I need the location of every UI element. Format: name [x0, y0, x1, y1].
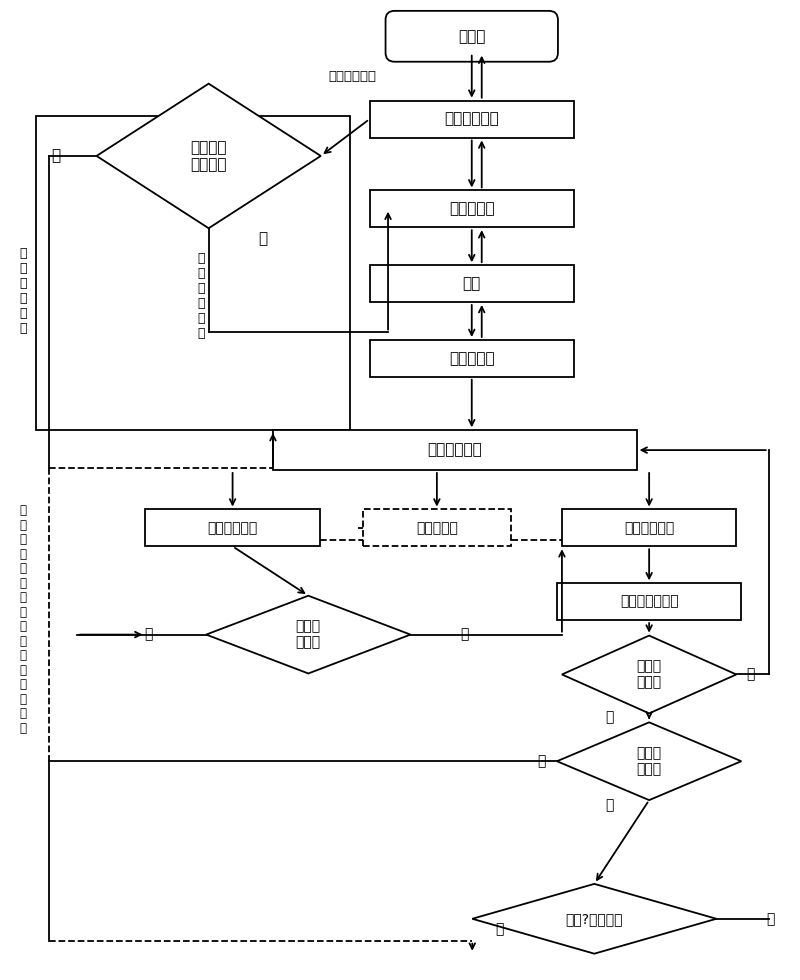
FancyBboxPatch shape [370, 101, 574, 137]
Text: 水上控制终端: 水上控制终端 [444, 112, 499, 126]
Polygon shape [206, 596, 410, 673]
Text: 否: 否 [52, 148, 61, 164]
Text: 操作者: 操作者 [458, 28, 486, 44]
Text: 延时?延时上限: 延时?延时上限 [566, 911, 623, 926]
FancyBboxPatch shape [363, 510, 510, 546]
Text: 探
测
器
旋
转
一
定
角
度
后
重
新
开
始
搜
索: 探 测 器 旋 转 一 定 角 度 后 重 新 开 始 搜 索 [20, 505, 27, 735]
Text: 否: 否 [746, 667, 755, 681]
Text: 包含有用
目标信息: 包含有用 目标信息 [190, 140, 227, 172]
Polygon shape [557, 722, 742, 800]
Text: 否: 否 [145, 627, 153, 642]
Text: 脉冲照明器: 脉冲照明器 [416, 521, 458, 535]
Text: 控制程序界面: 控制程序界面 [328, 70, 376, 82]
Text: 当前延
时结束: 当前延 时结束 [296, 619, 321, 650]
Text: 否: 否 [766, 911, 775, 926]
Text: 光缆: 光缆 [462, 276, 481, 291]
Text: 电子快门模块: 电子快门模块 [624, 521, 674, 535]
Polygon shape [472, 884, 716, 954]
Text: 静
态
工
作
模
式: 静 态 工 作 模 式 [197, 252, 205, 339]
FancyBboxPatch shape [273, 430, 637, 470]
FancyBboxPatch shape [370, 190, 574, 227]
FancyBboxPatch shape [562, 510, 736, 546]
FancyBboxPatch shape [146, 510, 320, 546]
Text: 是: 是 [605, 798, 614, 812]
Text: 动态工
作模式: 动态工 作模式 [637, 746, 662, 776]
Text: 是: 是 [258, 231, 267, 246]
Text: 是: 是 [605, 710, 614, 724]
Text: 是: 是 [495, 922, 504, 936]
Polygon shape [97, 83, 321, 228]
FancyBboxPatch shape [370, 266, 574, 302]
FancyBboxPatch shape [386, 11, 558, 62]
Text: 光电转换器: 光电转换器 [449, 201, 494, 217]
FancyBboxPatch shape [557, 583, 742, 620]
Text: 选通成像探测器: 选通成像探测器 [620, 595, 678, 609]
Text: 延时电路模块: 延时电路模块 [207, 521, 258, 535]
Text: 中控电路模块: 中控电路模块 [427, 443, 482, 458]
Text: 否: 否 [538, 755, 546, 768]
FancyBboxPatch shape [370, 340, 574, 377]
Text: 光电转换器: 光电转换器 [449, 351, 494, 366]
Text: 动
态
工
作
模
式: 动 态 工 作 模 式 [19, 247, 27, 334]
Text: 电子快
门关闭: 电子快 门关闭 [637, 660, 662, 690]
Polygon shape [562, 636, 736, 713]
Text: 是: 是 [461, 627, 469, 642]
